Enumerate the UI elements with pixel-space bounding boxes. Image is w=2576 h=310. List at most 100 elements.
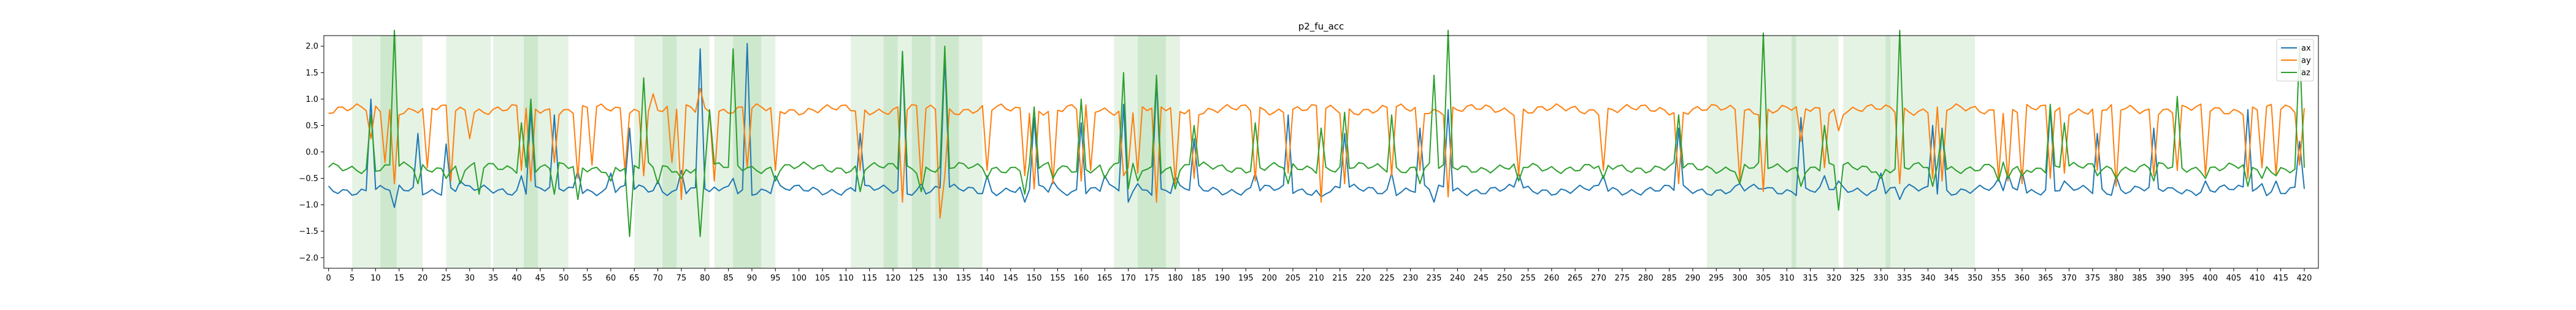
- x-tick-label: 235: [1427, 274, 1442, 283]
- x-tick-label: 65: [629, 274, 640, 283]
- x-tick-label: 230: [1403, 274, 1418, 283]
- x-tick-label: 80: [700, 274, 710, 283]
- legend-label-ax: ax: [2301, 44, 2311, 53]
- x-tick-label: 385: [2132, 274, 2147, 283]
- x-tick-label: 320: [1827, 274, 1842, 283]
- x-tick-label: 300: [1732, 274, 1747, 283]
- x-tick-label: 15: [394, 274, 404, 283]
- x-tick-label: 410: [2250, 274, 2265, 283]
- x-tick-label: 185: [1191, 274, 1206, 283]
- x-tick-label: 375: [2085, 274, 2100, 283]
- x-tick-label: 355: [1991, 274, 2006, 283]
- x-tick-label: 265: [1568, 274, 1583, 283]
- x-tick-label: 335: [1897, 274, 1912, 283]
- x-tick-label: 90: [747, 274, 757, 283]
- shaded-region: [380, 36, 423, 268]
- x-tick-label: 30: [464, 274, 475, 283]
- x-tick-label: 110: [838, 274, 854, 283]
- x-tick-label: 255: [1520, 274, 1536, 283]
- series-line-az: [328, 29, 2305, 238]
- y-tick-label: 0.0: [305, 148, 318, 157]
- x-tick-label: 370: [2061, 274, 2077, 283]
- x-tick-label: 245: [1473, 274, 1489, 283]
- x-tick-label: 365: [2038, 274, 2053, 283]
- x-tick-label: 250: [1497, 274, 1512, 283]
- x-tick-label: 305: [1756, 274, 1771, 283]
- x-tick-label: 105: [815, 274, 830, 283]
- x-tick-label: 10: [370, 274, 381, 283]
- shaded-region: [733, 36, 776, 268]
- x-tick-label: 135: [956, 274, 972, 283]
- x-tick-label: 390: [2155, 274, 2171, 283]
- x-tick-label: 60: [606, 274, 616, 283]
- x-tick-label: 280: [1638, 274, 1654, 283]
- chart-title: p2_fu_acc: [1298, 21, 1344, 33]
- x-tick-label: 160: [1073, 274, 1089, 283]
- x-tick-label: 340: [1920, 274, 1936, 283]
- x-tick-label: 260: [1544, 274, 1559, 283]
- legend: ax ay az: [2276, 39, 2314, 82]
- series-line-ay: [328, 88, 2305, 219]
- x-tick-label: 420: [2297, 274, 2312, 283]
- x-tick-label: 95: [770, 274, 781, 283]
- x-tick-label: 145: [1003, 274, 1018, 283]
- shaded-region: [523, 36, 569, 268]
- x-tick-label: 0: [326, 274, 331, 283]
- x-tick-label: 180: [1168, 274, 1183, 283]
- x-tick-label: 270: [1591, 274, 1606, 283]
- x-tick-label: 170: [1121, 274, 1136, 283]
- x-tick-label: 285: [1662, 274, 1677, 283]
- x-tick-label: 120: [886, 274, 901, 283]
- shaded-region: [1885, 36, 1933, 268]
- legend-label-az: az: [2301, 69, 2310, 78]
- x-tick-label: 310: [1779, 274, 1795, 283]
- x-tick-label: 100: [791, 274, 807, 283]
- y-tick-label: 1.0: [305, 95, 318, 104]
- y-tick-label: 2.0: [305, 42, 318, 52]
- shaded-region: [446, 36, 491, 268]
- x-tick-label: 360: [2014, 274, 2030, 283]
- x-tick-label: 75: [677, 274, 687, 283]
- x-tick-label: 150: [1027, 274, 1042, 283]
- x-tick-label: 345: [1944, 274, 1959, 283]
- shaded-region: [1754, 36, 1796, 268]
- x-tick-label: 225: [1379, 274, 1395, 283]
- x-tick-label: 195: [1238, 274, 1254, 283]
- y-tick-label: 0.5: [305, 122, 318, 131]
- x-tick-label: 240: [1450, 274, 1465, 283]
- x-tick-label: 210: [1309, 274, 1324, 283]
- shaded-region: [662, 36, 710, 268]
- x-tick-label: 350: [1968, 274, 1983, 283]
- x-tick-label: 190: [1215, 274, 1230, 283]
- shaded-region: [493, 36, 538, 268]
- x-tick-label: 290: [1685, 274, 1701, 283]
- x-tick-label: 55: [582, 274, 592, 283]
- series-line-ax: [328, 42, 2305, 208]
- x-tick-label: 20: [418, 274, 428, 283]
- x-tick-label: 25: [441, 274, 451, 283]
- shaded-region: [1706, 36, 1754, 268]
- shaded-regions: [352, 36, 1976, 268]
- x-tick-label: 165: [1097, 274, 1113, 283]
- x-tick-label: 405: [2226, 274, 2242, 283]
- x-tick-label: 330: [1873, 274, 1888, 283]
- y-tick-label: −1.0: [299, 201, 318, 210]
- x-tick-label: 155: [1050, 274, 1065, 283]
- x-tick-label: 115: [862, 274, 877, 283]
- x-tick-label: 125: [909, 274, 924, 283]
- x-tick-label: 220: [1356, 274, 1371, 283]
- x-tick-label: 40: [512, 274, 522, 283]
- y-axis: −2.0 −1.5 −1.0 −0.5 0.0 0.5 1.0 1.5 2.0: [299, 42, 324, 263]
- x-tick-label: 50: [559, 274, 569, 283]
- x-tick-label: 140: [979, 274, 995, 283]
- y-tick-label: −0.5: [299, 174, 318, 184]
- x-axis: 0 5 10 15 20 25 30 35 40 45 50 55 60 65 70 75 80 85 90 95 10…: [326, 268, 2312, 283]
- x-tick-label: 215: [1332, 274, 1347, 283]
- x-tick-label: 5: [350, 274, 355, 283]
- x-tick-label: 130: [932, 274, 948, 283]
- x-tick-label: 200: [1262, 274, 1277, 283]
- shaded-region: [1114, 36, 1166, 268]
- x-tick-label: 400: [2202, 274, 2218, 283]
